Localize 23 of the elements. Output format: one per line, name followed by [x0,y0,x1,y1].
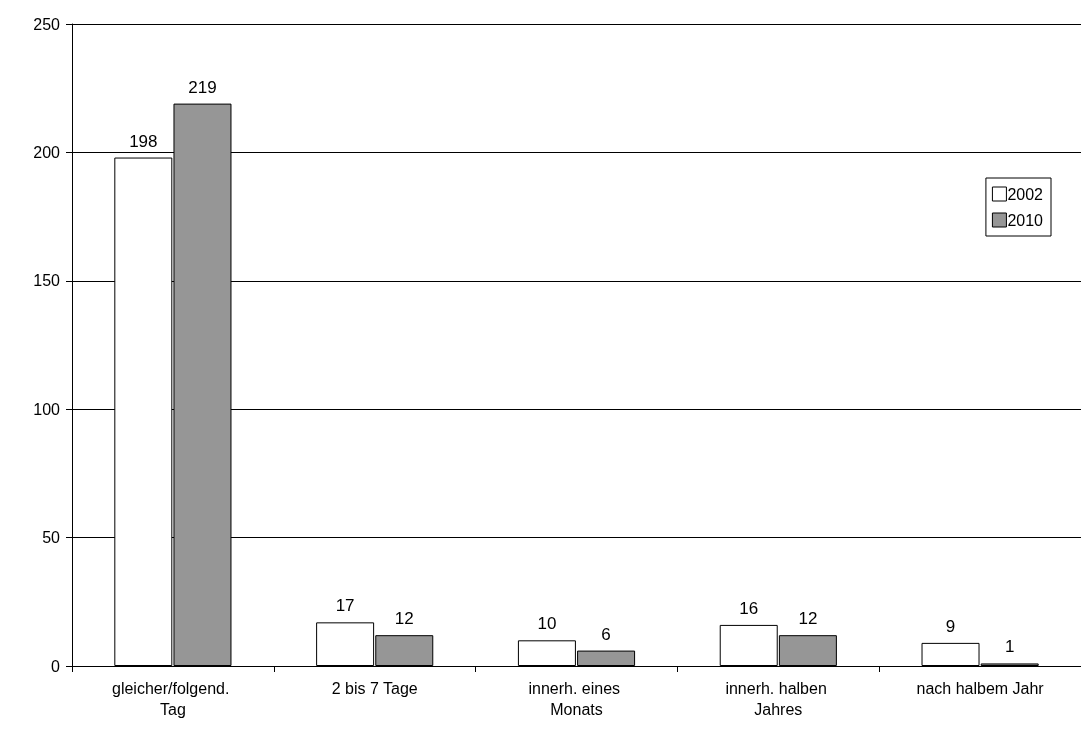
data-label: 12 [798,609,818,629]
data-label: 17 [335,596,355,616]
data-label: 219 [188,77,217,97]
x-tick-label: nach halbem Jahr [916,680,1045,697]
data-label: 1 [1004,637,1015,657]
data-label: 9 [945,616,956,636]
y-tick-label: 0 [51,657,61,675]
data-label: 10 [537,614,557,634]
x-tick-label: gleicher/folgend. Tag [111,680,234,718]
y-tick-label: 100 [33,400,61,418]
x-tick-label: innerh. eines Monats [528,680,625,718]
y-tick-label: 150 [33,272,61,290]
y-tick-label: 50 [42,529,61,547]
data-label: 12 [394,609,414,629]
data-label: 6 [601,624,611,644]
y-tick-label: 200 [33,143,61,161]
data-label: 198 [129,131,158,151]
x-tick-label: 2 bis 7 Tage [331,680,418,697]
legend-label: 2002 [1007,185,1044,203]
data-label: 16 [739,598,759,618]
legend-label: 2010 [1007,211,1044,229]
y-tick-label: 250 [33,15,61,33]
x-tick-label: innerh. halben Jahres [725,680,832,718]
